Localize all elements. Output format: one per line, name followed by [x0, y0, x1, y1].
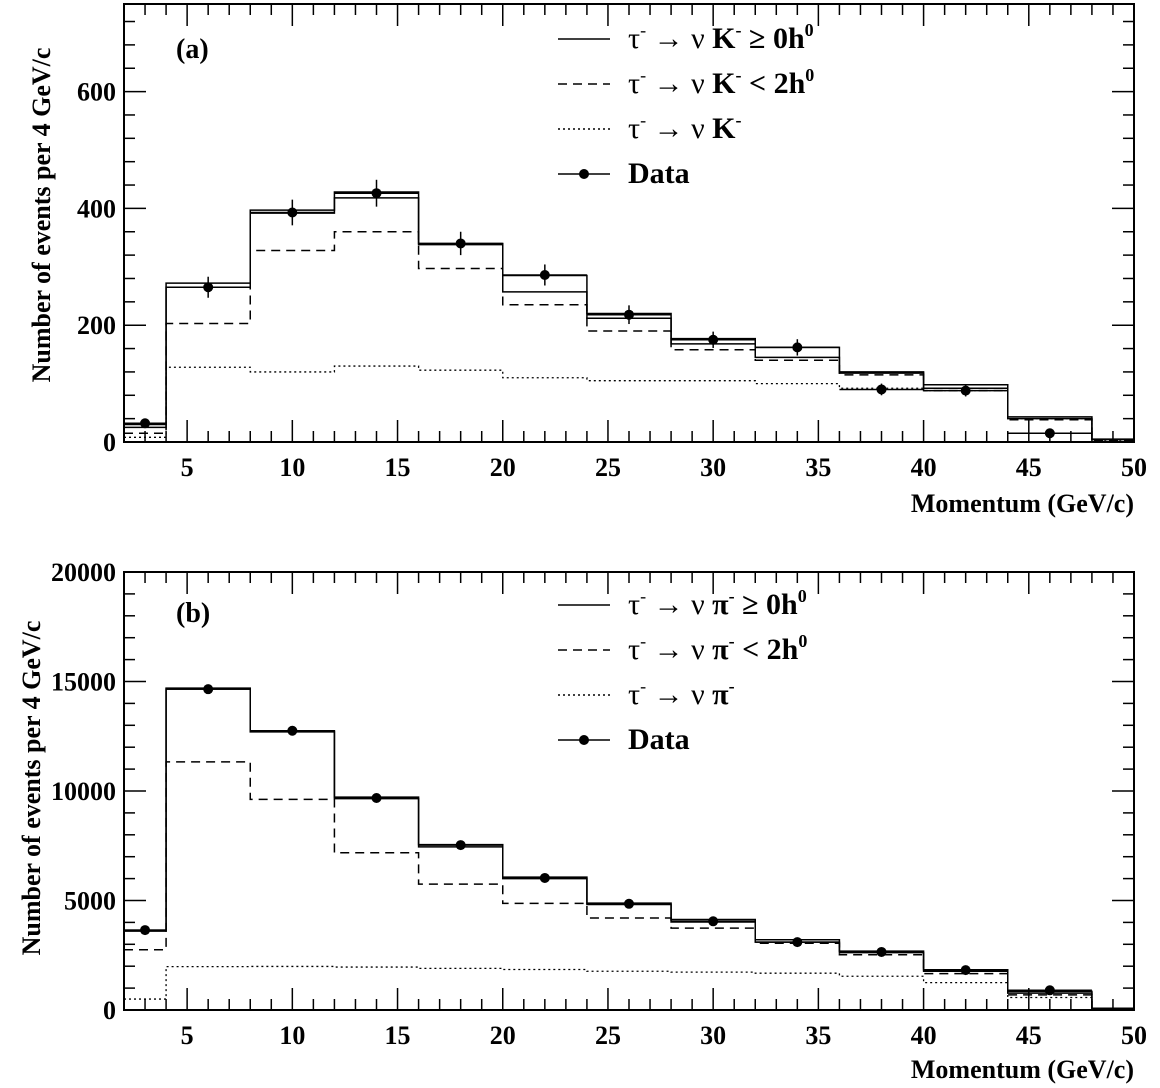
chart-1-data-point: [455, 840, 466, 851]
chart-0-data-point: [792, 342, 803, 353]
chart-1-series-2-dashed-hist: [124, 761, 1134, 1010]
chart-0-y-tick-label: 400: [77, 194, 116, 223]
chart-1-legend-label-solid: τ- → ν π- ≥ 0h0: [628, 586, 807, 621]
chart-0-x-tick-label: 25: [595, 453, 621, 482]
chart-0-data-point: [624, 309, 634, 320]
chart-1-x-tick-label: 10: [279, 1021, 305, 1050]
chart-1-legend-label-data: Data: [628, 723, 690, 756]
chart-1-x-tick-label: 20: [490, 1021, 516, 1050]
chart-0-data-point: [203, 282, 214, 293]
chart-1-data-point: [960, 965, 971, 976]
chart-1-y-tick-label: 20000: [51, 558, 116, 587]
chart-0-series-3-dotted-hist: [124, 365, 1134, 441]
chart-1-x-tick-label: 45: [1016, 1021, 1042, 1050]
chart-1-data-point: [371, 793, 382, 804]
chart-1-data-point: [203, 684, 214, 695]
chart-0-data-point: [960, 385, 971, 396]
chart-0-y-tick-label: 0: [103, 428, 116, 457]
chart-1-x-tick-label: 25: [595, 1021, 621, 1050]
chart-1-data-point: [287, 725, 298, 736]
chart-1-data-point: [792, 937, 803, 948]
chart-0-panel-label: (a): [176, 34, 209, 65]
chart-1-x-tick-label: 35: [805, 1021, 831, 1050]
chart-1-data-point: [1044, 985, 1055, 996]
chart-0-data-point: [455, 238, 466, 249]
chart-0-x-tick-label: 35: [805, 453, 831, 482]
chart-0-data-point: [287, 207, 298, 218]
chart-0-y-tick-label: 600: [77, 78, 116, 107]
chart-0-data-point: [140, 418, 151, 429]
chart-0-x-tick-label: 5: [181, 453, 194, 482]
chart-0-data-point: [708, 334, 719, 345]
chart-1-x-tick-label: 30: [700, 1021, 726, 1050]
chart-0-data-point: [539, 269, 550, 280]
chart-0-legend-label-solid: τ- → ν K- ≥ 0h0: [628, 20, 814, 55]
chart-1-data-point: [624, 898, 634, 909]
chart-0-y-tick-label: 200: [77, 311, 116, 340]
chart-0-x-tick-label: 20: [490, 453, 516, 482]
chart-1-x-tick-label: 5: [181, 1021, 194, 1050]
chart-1-legend-label-dotted: τ- → ν π-: [628, 676, 735, 711]
chart-1-legend-label-dashed: τ- → ν π- < 2h0: [628, 631, 807, 666]
chart-0-legend-label-dotted: τ- → ν K-: [628, 110, 741, 145]
chart-1-data-point: [140, 925, 151, 936]
panel-a: 5 10 15 20 25 30 35 40 45 50 0 200 400 600 Momentum (G…: [27, 3, 1147, 518]
chart-0-x-tick-label: 10: [279, 453, 305, 482]
chart-1-y-tick-label: 15000: [51, 668, 116, 697]
chart-1-x-tick-label: 50: [1121, 1021, 1147, 1050]
chart-0-x-tick-label: 15: [385, 453, 411, 482]
chart-0-data-point: [1044, 428, 1055, 439]
chart-0-legend-marker-point: [579, 169, 589, 179]
chart-1-y-tick-label: 5000: [64, 887, 116, 916]
chart-0-y-axis-label: Number of events per 4 GeV/c: [27, 48, 56, 383]
chart-0-data-point: [876, 384, 887, 395]
chart-0-x-tick-label: 50: [1121, 453, 1147, 482]
chart-0-legend-label-data: Data: [628, 157, 690, 190]
chart-1-x-axis-label: Momentum (GeV/c): [911, 1055, 1134, 1084]
chart-1-data-point: [876, 946, 887, 957]
chart-1-x-tick-label: 15: [385, 1021, 411, 1050]
chart-1-data-point: [708, 916, 719, 927]
chart-1-y-tick-label: 10000: [51, 777, 116, 806]
chart-0-x-axis-label: Momentum (GeV/c): [911, 489, 1134, 518]
chart-0-x-tick-label: 30: [700, 453, 726, 482]
chart-1-x-tick-label: 40: [911, 1021, 937, 1050]
panel-b: 5 10 15 20 25 30 35 40 45 50 0 5000 10000 15000 20000 M…: [17, 558, 1147, 1084]
chart-1-y-axis-label: Number of events per 4 GeV/c: [17, 621, 46, 956]
chart-0-data-point: [371, 188, 382, 199]
chart-0-x-tick-label: 40: [911, 453, 937, 482]
chart-1-legend-marker-point: [579, 735, 589, 745]
chart-0-x-tick-label: 45: [1016, 453, 1042, 482]
chart-0-series-2-dashed-hist: [124, 231, 1134, 441]
chart-1-data-point: [539, 872, 550, 883]
chart-0-legend-label-dashed: τ- → ν K- < 2h0: [628, 65, 814, 100]
chart-1-y-tick-label: 0: [103, 996, 116, 1025]
chart-1-panel-label: (b): [176, 598, 210, 629]
